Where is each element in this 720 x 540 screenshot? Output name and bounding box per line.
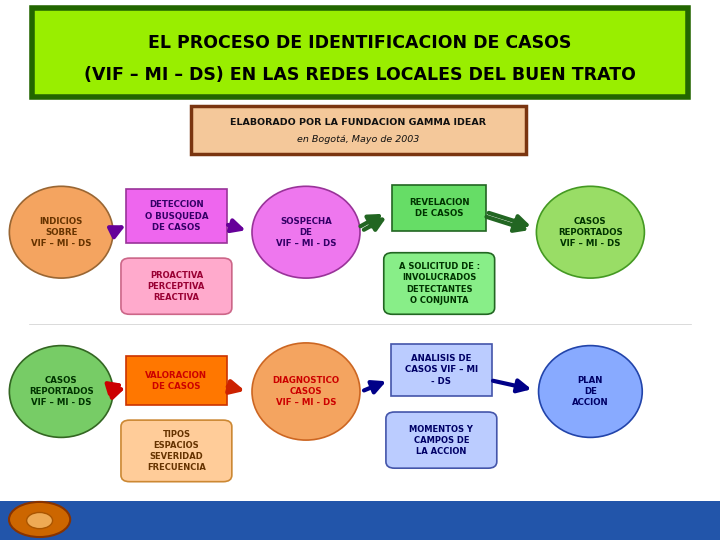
Ellipse shape bbox=[536, 186, 644, 278]
FancyBboxPatch shape bbox=[386, 412, 497, 468]
Text: PLAN
DE
ACCION: PLAN DE ACCION bbox=[572, 376, 608, 407]
Text: ANALISIS DE
CASOS VIF – MI
- DS: ANALISIS DE CASOS VIF – MI - DS bbox=[405, 354, 478, 386]
Text: VALORACION
DE CASOS: VALORACION DE CASOS bbox=[145, 370, 207, 391]
Text: SOSPECHA
DE
VIF – MI - DS: SOSPECHA DE VIF – MI - DS bbox=[276, 217, 336, 248]
Ellipse shape bbox=[252, 343, 360, 440]
Ellipse shape bbox=[27, 512, 53, 529]
Ellipse shape bbox=[252, 186, 360, 278]
Text: TIPOS
ESPACIOS
SEVERIDAD
FRECUENCIA: TIPOS ESPACIOS SEVERIDAD FRECUENCIA bbox=[147, 430, 206, 472]
Text: A SOLICITUD DE :
INVOLUCRADOS
DETECTANTES
O CONJUNTA: A SOLICITUD DE : INVOLUCRADOS DETECTANTE… bbox=[399, 262, 480, 305]
Ellipse shape bbox=[9, 502, 71, 537]
FancyBboxPatch shape bbox=[384, 253, 495, 314]
FancyBboxPatch shape bbox=[121, 258, 232, 314]
FancyBboxPatch shape bbox=[126, 189, 227, 243]
FancyBboxPatch shape bbox=[32, 8, 688, 97]
Text: DIAGNOSTICO
CASOS
VIF – MI - DS: DIAGNOSTICO CASOS VIF – MI - DS bbox=[272, 376, 340, 407]
FancyBboxPatch shape bbox=[391, 345, 492, 395]
Ellipse shape bbox=[9, 186, 113, 278]
Text: EL PROCESO DE IDENTIFICACION DE CASOS: EL PROCESO DE IDENTIFICACION DE CASOS bbox=[148, 34, 572, 52]
Text: ELABORADO POR LA FUNDACION GAMMA IDEAR: ELABORADO POR LA FUNDACION GAMMA IDEAR bbox=[230, 118, 486, 126]
FancyBboxPatch shape bbox=[191, 106, 526, 154]
FancyBboxPatch shape bbox=[392, 185, 486, 231]
Text: CASOS
REPORTADOS
VIF – MI - DS: CASOS REPORTADOS VIF – MI - DS bbox=[558, 217, 623, 248]
FancyBboxPatch shape bbox=[126, 356, 227, 405]
FancyBboxPatch shape bbox=[121, 420, 232, 482]
Text: MOMENTOS Y
CAMPOS DE
LA ACCION: MOMENTOS Y CAMPOS DE LA ACCION bbox=[410, 424, 473, 456]
Text: (VIF – MI – DS) EN LAS REDES LOCALES DEL BUEN TRATO: (VIF – MI – DS) EN LAS REDES LOCALES DEL… bbox=[84, 65, 636, 84]
Ellipse shape bbox=[539, 346, 642, 437]
Text: INDICIOS
SOBRE
VIF – MI - DS: INDICIOS SOBRE VIF – MI - DS bbox=[31, 217, 91, 248]
Text: DETECCION
O BUSQUEDA
DE CASOS: DETECCION O BUSQUEDA DE CASOS bbox=[145, 200, 208, 232]
Text: REVELACION
DE CASOS: REVELACION DE CASOS bbox=[409, 198, 469, 218]
FancyBboxPatch shape bbox=[0, 501, 720, 540]
Text: CASOS
REPORTADOS
VIF – MI - DS: CASOS REPORTADOS VIF – MI - DS bbox=[29, 376, 94, 407]
Text: PROACTIVA
PERCEPTIVA
REACTIVA: PROACTIVA PERCEPTIVA REACTIVA bbox=[148, 271, 205, 302]
Ellipse shape bbox=[9, 346, 113, 437]
Text: en Bogotá, Mayo de 2003: en Bogotá, Mayo de 2003 bbox=[297, 135, 419, 144]
